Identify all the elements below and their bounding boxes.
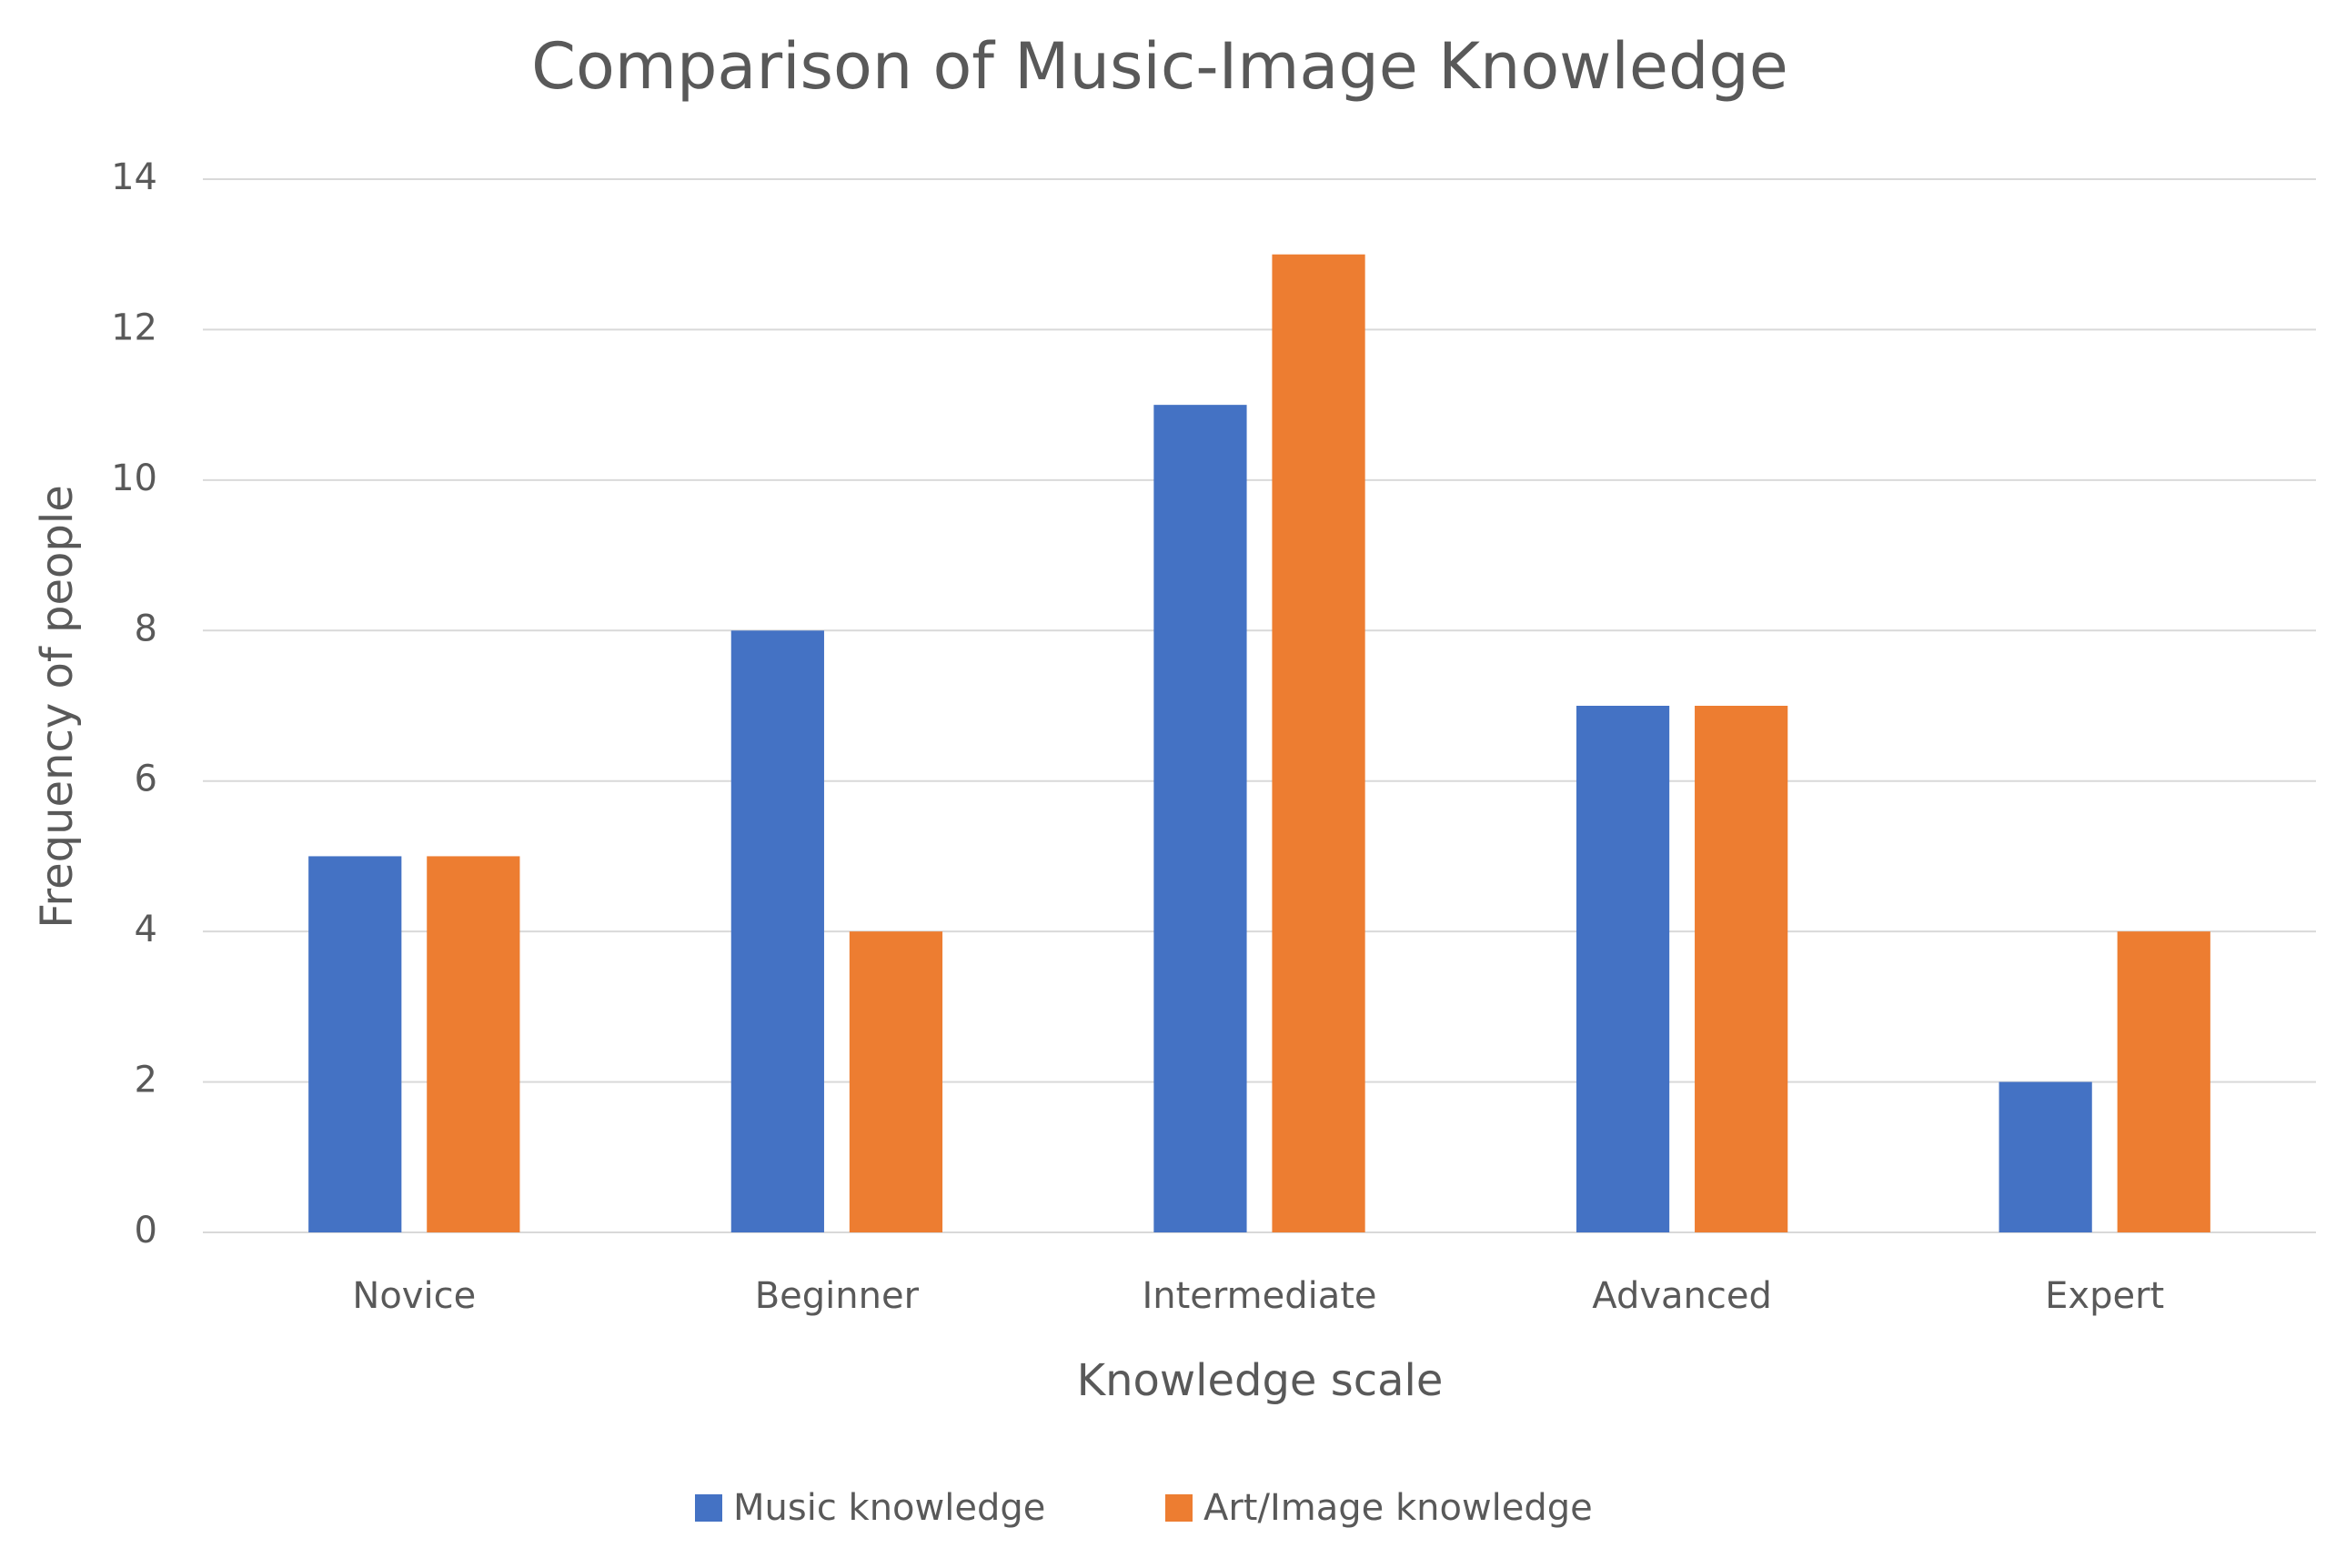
- y-tick-label: 6: [135, 759, 157, 800]
- x-tick-label: Advanced: [1592, 1275, 1772, 1317]
- legend-label: Art/Image knowledge: [1203, 1487, 1593, 1529]
- bar: [2117, 931, 2210, 1232]
- y-tick-label: 2: [135, 1060, 157, 1101]
- x-tick-label: Expert: [2045, 1275, 2164, 1317]
- y-tick-label: 4: [135, 909, 157, 950]
- x-tick-label: Novice: [352, 1275, 476, 1317]
- bar: [849, 931, 943, 1232]
- y-axis-title: Frequency of people: [32, 485, 83, 928]
- x-axis-title: Knowledge scale: [1077, 1355, 1444, 1406]
- y-tick-label: 10: [111, 457, 157, 499]
- x-tick-label: Intermediate: [1142, 1275, 1376, 1317]
- y-tick-label: 0: [135, 1210, 157, 1251]
- y-tick-label: 14: [111, 156, 157, 198]
- x-tick-label: Beginner: [755, 1275, 920, 1317]
- bar: [730, 630, 824, 1232]
- bar: [1153, 405, 1247, 1233]
- y-tick-label: 12: [111, 307, 157, 348]
- bar: [427, 856, 520, 1232]
- bar: [1272, 254, 1365, 1232]
- bar: [1576, 706, 1670, 1232]
- legend-label: Music knowledge: [733, 1487, 1045, 1529]
- bar: [1999, 1081, 2092, 1232]
- legend-swatch: [695, 1494, 722, 1522]
- bar: [1695, 706, 1788, 1232]
- chart-title: Comparison of Music-Image Knowledge: [531, 29, 1788, 104]
- y-tick-label: 8: [135, 608, 157, 649]
- legend-swatch: [1165, 1494, 1193, 1522]
- bar: [308, 856, 402, 1232]
